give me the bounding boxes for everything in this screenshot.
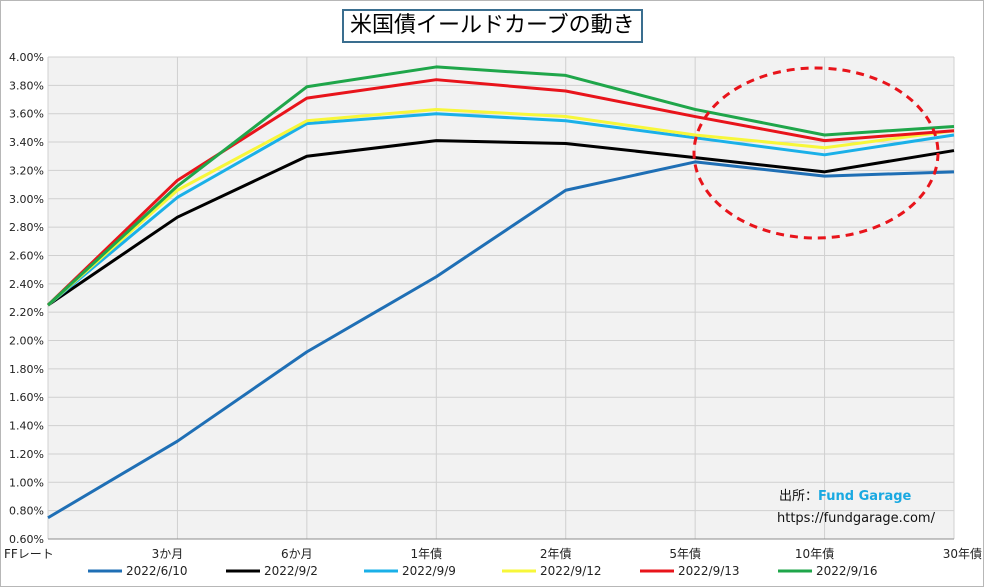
y-tick-label: 0.60% <box>9 533 44 546</box>
y-tick-label: 2.60% <box>9 249 44 262</box>
x-tick-label: FFレート <box>4 547 54 561</box>
y-tick-label: 4.00% <box>9 51 44 64</box>
y-tick-label: 2.20% <box>9 306 44 319</box>
series-line-2022/9/13 <box>46 78 955 307</box>
legend-label: 2022/6/10 <box>126 564 188 578</box>
highlight-ellipse <box>692 66 940 240</box>
legend-label: 2022/9/16 <box>816 564 878 578</box>
x-tick-label: 1年債 <box>410 546 442 561</box>
series-lines <box>46 65 955 520</box>
y-tick-label: 1.60% <box>9 391 44 404</box>
series-line-2022/9/9 <box>47 112 955 307</box>
y-tick-label: 2.80% <box>9 221 44 234</box>
x-tick-label: 3か月 <box>152 547 184 561</box>
legend-label: 2022/9/13 <box>678 564 740 578</box>
x-tick-label: 10年債 <box>795 546 834 561</box>
x-tick-label: 2年債 <box>540 546 572 561</box>
legend: 2022/6/10 2022/9/2 2022/9/9 2022/9/12 2022/9… <box>88 564 878 578</box>
chart-title: 米国債イールドカーブの動き <box>342 9 643 43</box>
y-tick-label: 0.80% <box>9 505 44 518</box>
y-tick-label: 3.80% <box>9 79 44 92</box>
y-tick-label: 1.20% <box>9 448 44 461</box>
legend-label: 2022/9/12 <box>540 564 602 578</box>
x-tick-label: 6か月 <box>281 547 313 561</box>
x-axis-ticks: FFレート 3か月 6か月 1年債 2年債 5年債 10年債 30年債 <box>4 546 982 561</box>
y-tick-label: 2.00% <box>9 335 44 348</box>
plot-area <box>48 57 954 539</box>
series-line-2022/9/16 <box>46 65 955 307</box>
legend-label: 2022/9/9 <box>402 564 456 578</box>
y-tick-label: 1.40% <box>9 420 44 433</box>
x-tick-label: 30年債 <box>943 546 982 561</box>
y-tick-label: 3.00% <box>9 193 44 206</box>
y-axis-ticks: 0.60% 0.80% 1.00% 1.20% 1.40% 1.60% 1.80% 2.00%… <box>9 51 44 546</box>
source-name: Fund Garage <box>818 489 912 504</box>
series-line-2022/9/12 <box>47 107 955 307</box>
source-label: 出所： <box>779 489 819 504</box>
y-tick-label: 3.20% <box>9 164 44 177</box>
y-tick-label: 1.80% <box>9 363 44 376</box>
source-url[interactable]: https://fundgarage.com/ <box>777 511 935 526</box>
y-tick-label: 3.60% <box>9 108 44 121</box>
source-note: 出所：Fund Garage <box>779 485 911 504</box>
y-tick-label: 2.40% <box>9 278 44 291</box>
y-tick-label: 1.00% <box>9 476 44 489</box>
x-tick-label: 5年債 <box>669 546 701 561</box>
series-line-2022/6/10 <box>47 160 955 520</box>
y-tick-label: 3.40% <box>9 136 44 149</box>
legend-label: 2022/9/2 <box>264 564 318 578</box>
series-line-2022/9/2 <box>47 139 955 307</box>
